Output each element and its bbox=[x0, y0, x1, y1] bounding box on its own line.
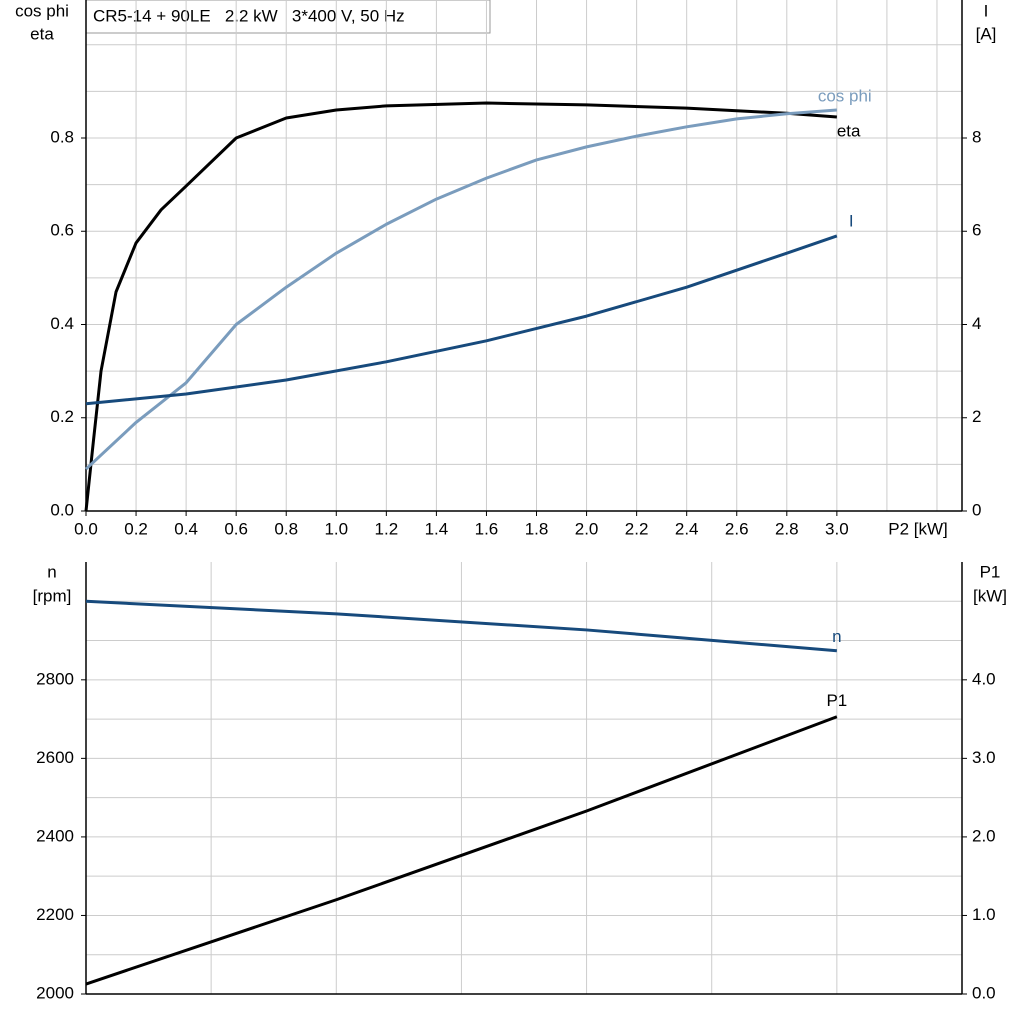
y2-tick-label: 0 bbox=[972, 500, 981, 519]
y2-tick-label: 6 bbox=[972, 221, 981, 240]
series-line bbox=[85, 715, 838, 986]
x-tick-label: 0.6 bbox=[224, 519, 248, 538]
y2-axis-label: I bbox=[984, 1, 989, 20]
x-tick-label: 0.4 bbox=[174, 519, 198, 538]
y-tick-label: 2800 bbox=[36, 669, 74, 688]
chart-title: CR5-14 + 90LE 2.2 kW 3*400 V, 50 Hz bbox=[93, 6, 405, 25]
series-line bbox=[85, 234, 838, 406]
series-label: P1 bbox=[826, 691, 847, 710]
y2-tick-label: 2.0 bbox=[972, 826, 996, 845]
x-tick-label: 1.0 bbox=[324, 519, 348, 538]
y-tick-label: 0.6 bbox=[50, 221, 74, 240]
y-axis-label: n bbox=[47, 562, 56, 581]
series-label: eta bbox=[837, 122, 861, 141]
series-line bbox=[84, 108, 837, 471]
y-tick-label: 0.4 bbox=[50, 314, 74, 333]
y2-tick-label: 0.0 bbox=[972, 983, 996, 1002]
title-box bbox=[85, 0, 491, 34]
y-tick-label: 2000 bbox=[36, 983, 74, 1002]
y2-axis-label: P1 bbox=[980, 562, 1001, 581]
y-tick-label: 0.2 bbox=[50, 407, 74, 426]
y2-axis-label: [kW] bbox=[973, 586, 1007, 605]
y2-axis-label: [A] bbox=[976, 24, 997, 43]
x-tick-label: 1.4 bbox=[425, 519, 449, 538]
y2-tick-label: 4 bbox=[972, 314, 981, 333]
y2-tick-label: 4.0 bbox=[972, 669, 996, 688]
y-tick-label: 0.8 bbox=[50, 127, 74, 146]
series-line bbox=[84, 101, 837, 512]
x-tick-label: 2.2 bbox=[625, 519, 649, 538]
y-tick-label: 2400 bbox=[36, 826, 74, 845]
x-tick-label: 2.0 bbox=[575, 519, 599, 538]
x-tick-label: 0.2 bbox=[124, 519, 148, 538]
y2-tick-label: 2 bbox=[972, 407, 981, 426]
x-tick-label: 2.6 bbox=[725, 519, 749, 538]
x-tick-label: 2.8 bbox=[775, 519, 799, 538]
y-axis-label: cos phi bbox=[15, 1, 69, 20]
x-tick-label: 2.4 bbox=[675, 519, 699, 538]
x-tick-label: 3.0 bbox=[825, 519, 849, 538]
y-axis-label: eta bbox=[30, 24, 54, 43]
y-tick-label: 2600 bbox=[36, 748, 74, 767]
x-tick-label: 0.0 bbox=[74, 519, 98, 538]
y2-tick-label: 8 bbox=[972, 127, 981, 146]
x-tick-label: 1.2 bbox=[375, 519, 399, 538]
x-tick-label: 0.8 bbox=[274, 519, 298, 538]
x-axis-label: P2 [kW] bbox=[888, 519, 948, 538]
series-label: cos phi bbox=[818, 87, 872, 106]
y-tick-label: 2200 bbox=[36, 905, 74, 924]
y2-tick-label: 1.0 bbox=[972, 905, 996, 924]
y-axis-label: [rpm] bbox=[33, 586, 72, 605]
series-line bbox=[85, 599, 837, 653]
series-label: I bbox=[849, 211, 854, 230]
y2-tick-label: 3.0 bbox=[972, 748, 996, 767]
x-tick-label: 1.6 bbox=[475, 519, 499, 538]
series-label: n bbox=[832, 627, 841, 646]
y-tick-label: 0.0 bbox=[50, 500, 74, 519]
x-tick-label: 1.8 bbox=[525, 519, 549, 538]
